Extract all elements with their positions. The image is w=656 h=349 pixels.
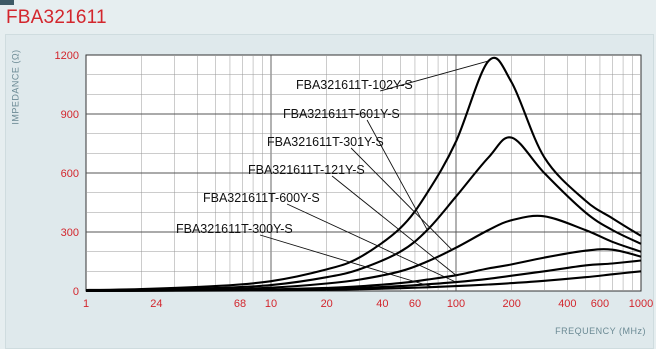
x-tick-label: 40: [376, 298, 388, 310]
x-tick-label: 60: [409, 298, 421, 310]
annotation-leader: [259, 234, 434, 288]
title-bar: FBA321611: [0, 0, 656, 32]
annotation-label: FBA321611T-102Y-S: [296, 78, 413, 92]
series-line: [85, 270, 642, 293]
y-tick-label: 300: [61, 227, 79, 239]
x-tick-label: 1: [83, 298, 89, 310]
annotation-leader: [379, 60, 489, 92]
x-tick-label: 1000: [629, 298, 653, 310]
x-tick-label: 100: [447, 298, 465, 310]
y-tick-label: 1200: [55, 50, 79, 62]
y-tick-label: 600: [61, 168, 79, 180]
y-tick-label: 900: [61, 109, 79, 121]
title-accent: [0, 0, 14, 5]
series-line: [85, 56, 642, 292]
y-tick-label: 0: [73, 286, 79, 298]
x-tick-label: 600: [591, 298, 609, 310]
x-tick-label: 20: [321, 298, 333, 310]
x-tick-label: 200: [503, 298, 521, 310]
annotation-leader: [331, 175, 457, 276]
annotation-label: FBA321611T-121Y-S: [248, 163, 365, 177]
y-axis-title: IMPEDANCE (Ω): [10, 49, 21, 125]
x-tick-label: 68: [234, 298, 246, 310]
x-tick-label: 24: [150, 298, 162, 310]
annotation-label: FBA321611T-600Y-S: [203, 191, 320, 205]
annotation-leader: [366, 119, 428, 231]
annotation-leader: [286, 203, 457, 283]
annotation-label: FBA321611T-601Y-S: [283, 107, 400, 121]
annotation-label: FBA321611T-300Y-S: [176, 222, 293, 236]
annotation-label: FBA321611T-301Y-S: [267, 135, 384, 149]
x-axis-title: FREQUENCY (MHz): [555, 326, 646, 336]
annotation-leader: [350, 147, 453, 251]
x-tick-label: 10: [265, 298, 277, 310]
x-tick-label: 400: [558, 298, 576, 310]
page-title: FBA321611: [6, 7, 107, 28]
